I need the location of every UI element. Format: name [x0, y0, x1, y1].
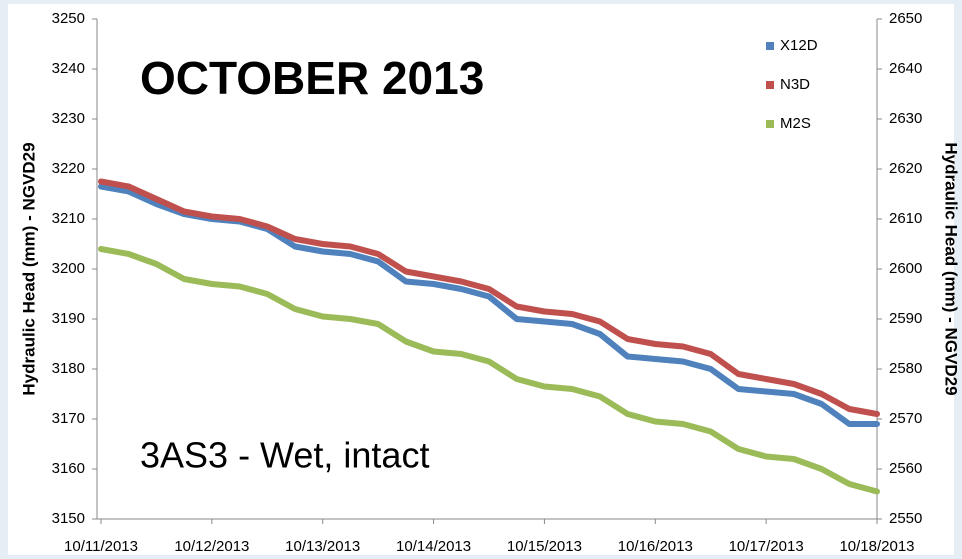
legend-label: N3D	[780, 76, 810, 93]
y2-tick-label: 2570	[889, 410, 922, 427]
chart-title: OCTOBER 2013	[140, 52, 484, 104]
y2-tick-label: 2630	[889, 110, 922, 127]
x-tick-label: 10/18/2013	[839, 538, 914, 555]
x-tick-label: 10/16/2013	[618, 538, 693, 555]
y-tick-label: 3150	[52, 510, 85, 527]
y2-tick-label: 2620	[889, 160, 922, 177]
y2-tick-label: 2640	[889, 60, 922, 77]
x-tick-label: 10/11/2013	[64, 538, 138, 555]
legend-marker	[766, 120, 774, 128]
x-tick-label: 10/14/2013	[396, 538, 471, 555]
legend-label: X12D	[780, 37, 818, 54]
series-line	[98, 246, 880, 495]
y-tick-label: 3250	[52, 10, 85, 27]
y-tick-label: 3170	[52, 410, 85, 427]
y2-tick-label: 2650	[889, 10, 922, 27]
y2-tick-label: 2550	[889, 510, 922, 527]
y-tick-label: 3230	[52, 110, 85, 127]
legend-marker	[766, 42, 774, 50]
y2-axis-label: Hydraulic Head (mm) - NGVD29	[942, 142, 961, 395]
series-line	[98, 178, 880, 417]
y-tick-label: 3210	[52, 210, 85, 227]
y-tick-label: 3240	[52, 60, 85, 77]
annotation: 3AS3 - Wet, intact	[140, 435, 429, 476]
x-tick-label: 10/15/2013	[507, 538, 582, 555]
x-tick-label: 10/13/2013	[285, 538, 360, 555]
y-axis-label: Hydraulic Head (mm) - NGVD29	[19, 142, 38, 395]
y-tick-label: 3190	[52, 310, 85, 327]
y-tick-label: 3220	[52, 160, 85, 177]
y-tick-label: 3160	[52, 460, 85, 477]
y2-tick-label: 2590	[889, 310, 922, 327]
y2-tick-label: 2610	[889, 210, 922, 227]
y-tick-label: 3200	[52, 260, 85, 277]
legend-marker	[766, 81, 774, 89]
x-tick-label: 10/17/2013	[729, 538, 804, 555]
x-tick-label: 10/12/2013	[174, 538, 249, 555]
y-tick-label: 3180	[52, 360, 85, 377]
plot-panel	[8, 4, 954, 555]
legend-label: M2S	[780, 115, 811, 132]
y2-tick-label: 2600	[889, 260, 922, 277]
y2-tick-label: 2560	[889, 460, 922, 477]
y2-tick-label: 2580	[889, 360, 922, 377]
